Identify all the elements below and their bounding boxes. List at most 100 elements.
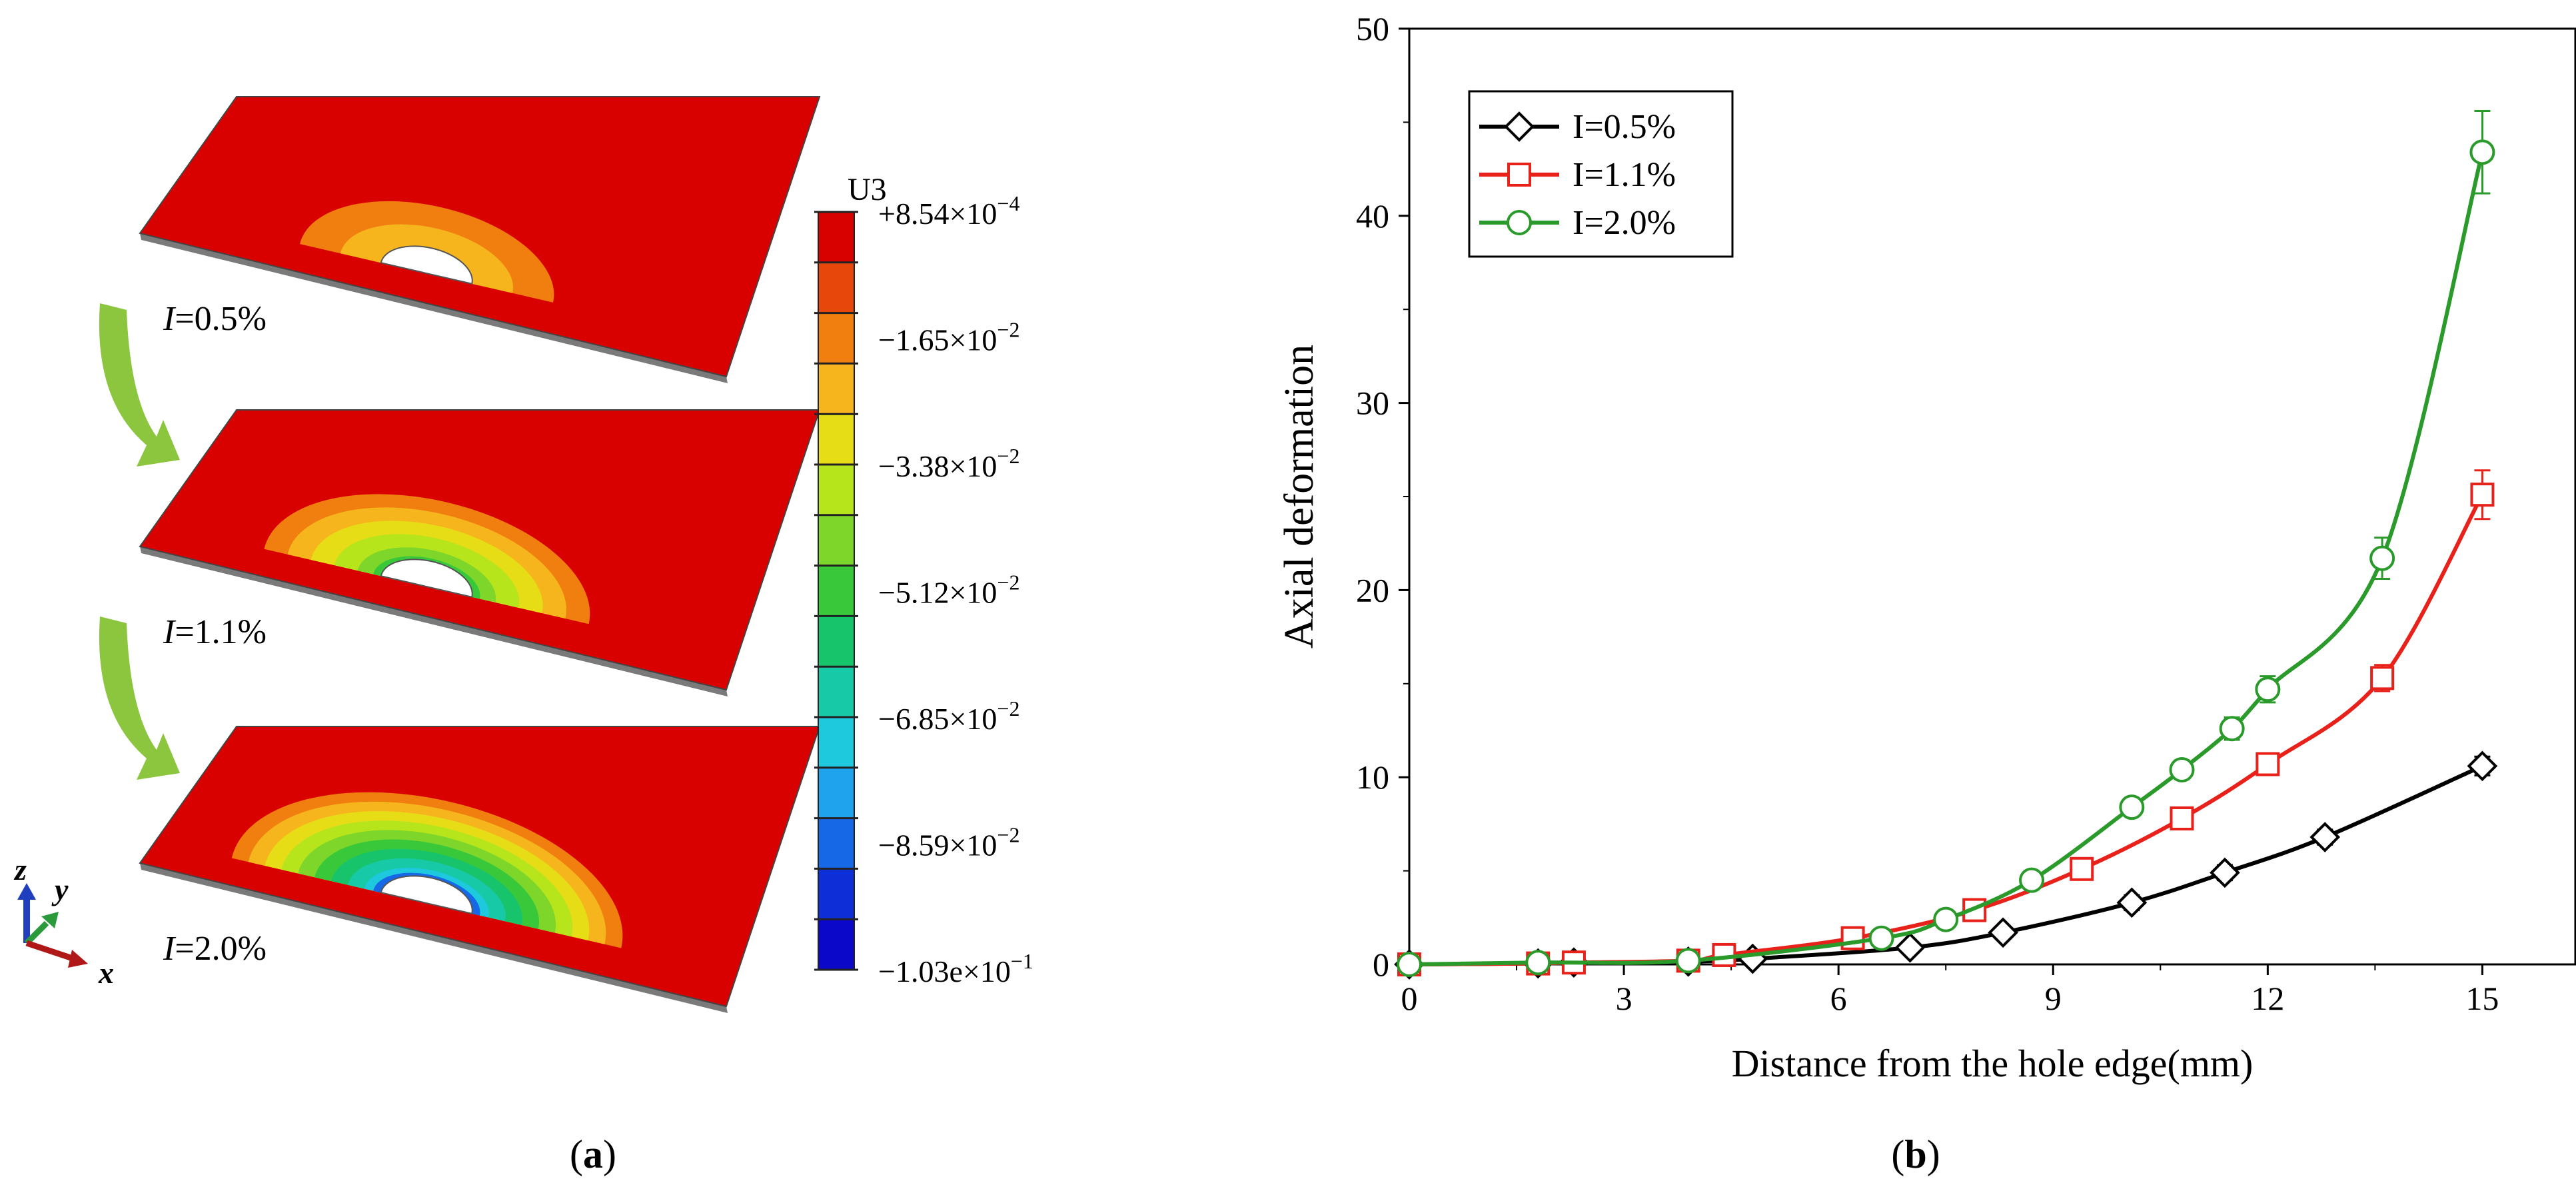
y-tick-label: 0 xyxy=(1373,946,1389,983)
colorbar-label: −1.03e×10−1 xyxy=(878,949,1033,988)
data-point-diamond xyxy=(2210,857,2240,888)
plate-label-i-0-5: I=0.5% xyxy=(163,300,267,338)
colorbar-label: −5.12×10−2 xyxy=(878,571,1019,610)
legend-label: I=2.0% xyxy=(1573,204,1676,242)
colorbar-label: −3.38×10−2 xyxy=(878,444,1019,483)
data-point-circle xyxy=(2219,716,2245,742)
colorbar-title: U3 xyxy=(848,172,887,207)
data-point-circle xyxy=(2119,794,2145,820)
legend-label: I=0.5% xyxy=(1573,108,1676,146)
arrow-shape xyxy=(99,303,180,467)
y-tick-label: 50 xyxy=(1356,10,1389,47)
x-tick-label: 9 xyxy=(2045,980,2062,1017)
data-point-diamond xyxy=(2309,822,2341,852)
plate-i-0-5 xyxy=(139,96,821,383)
plate-label-i-1-1: I=1.1% xyxy=(163,613,267,651)
data-point-square xyxy=(2070,856,2094,881)
plate-i-2-0 xyxy=(139,726,821,1013)
series-diamond xyxy=(1394,750,2498,980)
panel-a-contour-plots: I=0.5% I=1.1% I=2.0% z y x U3 +8.54×10−4… xyxy=(0,53,1186,1176)
colorbar-outline xyxy=(818,211,855,970)
colorbar-segment xyxy=(818,212,854,263)
y-axis-arrowhead xyxy=(41,912,59,928)
colorbar-segment xyxy=(818,767,854,819)
data-point-diamond xyxy=(1988,917,2018,948)
colorbar-segment xyxy=(818,818,854,869)
data-point-square xyxy=(2170,806,2194,830)
data-point-diamond xyxy=(1894,932,1926,963)
x-tick-label: 3 xyxy=(1616,980,1632,1017)
x-axis-arrow xyxy=(25,940,78,963)
colorbar-segment xyxy=(818,717,854,768)
plate-side-edge xyxy=(140,233,728,383)
series-line xyxy=(1409,151,2485,966)
data-point-circle xyxy=(1933,906,1959,932)
caption-a: (a) xyxy=(570,1132,616,1176)
colorbar-label: −8.59×10−2 xyxy=(878,823,1019,862)
x-tick-label: 12 xyxy=(2251,980,2284,1017)
axes-triad-icon: z y x xyxy=(13,852,114,990)
data-point-square xyxy=(1507,163,1531,187)
series-square xyxy=(1397,469,2495,976)
y-axis-arrow xyxy=(24,920,49,946)
x-axis-arrowhead xyxy=(68,950,88,968)
series-layer xyxy=(1394,110,2498,980)
y-tick-label: 10 xyxy=(1356,758,1389,796)
y-tick-label: 30 xyxy=(1356,385,1389,422)
x-axis-label: x xyxy=(98,956,114,990)
colorbar-label: +8.54×10−4 xyxy=(878,191,1019,231)
data-point-circle xyxy=(2369,545,2395,571)
y-axis-title: Axial deformation xyxy=(1277,345,1322,648)
colorbar-segment xyxy=(818,262,854,314)
y-tick-label: 40 xyxy=(1356,197,1389,235)
legend-label: I=1.1% xyxy=(1573,156,1676,194)
colorbar-segment xyxy=(818,666,854,718)
z-axis-arrowhead xyxy=(17,883,36,900)
data-point-circle xyxy=(1525,950,1551,976)
axis-ticks: 0 3 6 9 12 15 0 10 20 30 40 50 xyxy=(1356,10,2499,1017)
data-point-circle xyxy=(2255,676,2281,702)
x-tick-label: 15 xyxy=(2465,980,2499,1017)
data-point-circle xyxy=(1675,948,1701,974)
colorbar-segment xyxy=(818,414,854,465)
curved-arrow-icon xyxy=(99,303,180,467)
plate-outline xyxy=(139,96,821,378)
plate-side-edge xyxy=(140,863,728,1013)
colorbar-segment xyxy=(818,515,854,567)
curved-arrow-icon xyxy=(99,616,180,780)
colorbar-segment xyxy=(818,363,854,415)
plate-i-1-1 xyxy=(139,409,821,696)
semicircular-hole xyxy=(380,559,473,598)
arrow-shape xyxy=(99,616,180,780)
data-point-square xyxy=(1840,926,1865,950)
colorbar-label: −1.65×10−2 xyxy=(878,318,1019,357)
colorbar-segment xyxy=(818,868,854,920)
series-line xyxy=(1409,493,2485,966)
semicircular-hole xyxy=(380,245,473,285)
x-tick-label: 6 xyxy=(1830,980,1847,1017)
data-point-square xyxy=(2255,752,2280,776)
legend: I=0.5% I=1.1% I=2.0% xyxy=(1468,90,1734,258)
colorbar-segment xyxy=(818,616,854,667)
data-point-circle xyxy=(2469,139,2495,165)
data-point-square xyxy=(2370,666,2395,690)
colorbar-label: −6.85×10−2 xyxy=(878,696,1019,736)
colorbar-segment xyxy=(818,919,854,970)
colorbar-segment xyxy=(818,565,854,616)
y-axis-label: y xyxy=(51,872,69,906)
colorbar-labels: +8.54×10−4 −1.65×10−2 −3.38×10−2 −5.12×10−2… xyxy=(878,191,1033,988)
data-point-diamond xyxy=(2467,750,2498,782)
x-tick-label: 0 xyxy=(1401,980,1418,1017)
plate-label-i-2-0: I=2.0% xyxy=(163,930,267,968)
data-point-circle xyxy=(2169,756,2195,782)
data-point-diamond xyxy=(1504,111,1535,142)
colorbar-segment xyxy=(818,313,854,364)
x-axis-title: Distance from the hole edge(mm) xyxy=(1732,1042,2254,1085)
colorbar-segment xyxy=(818,465,854,516)
caption-b: (b) xyxy=(1891,1132,1940,1176)
data-point-circle xyxy=(1868,925,1894,951)
series-circle xyxy=(1397,110,2495,977)
y-tick-label: 20 xyxy=(1356,571,1389,608)
plate-side-edge xyxy=(140,547,728,696)
